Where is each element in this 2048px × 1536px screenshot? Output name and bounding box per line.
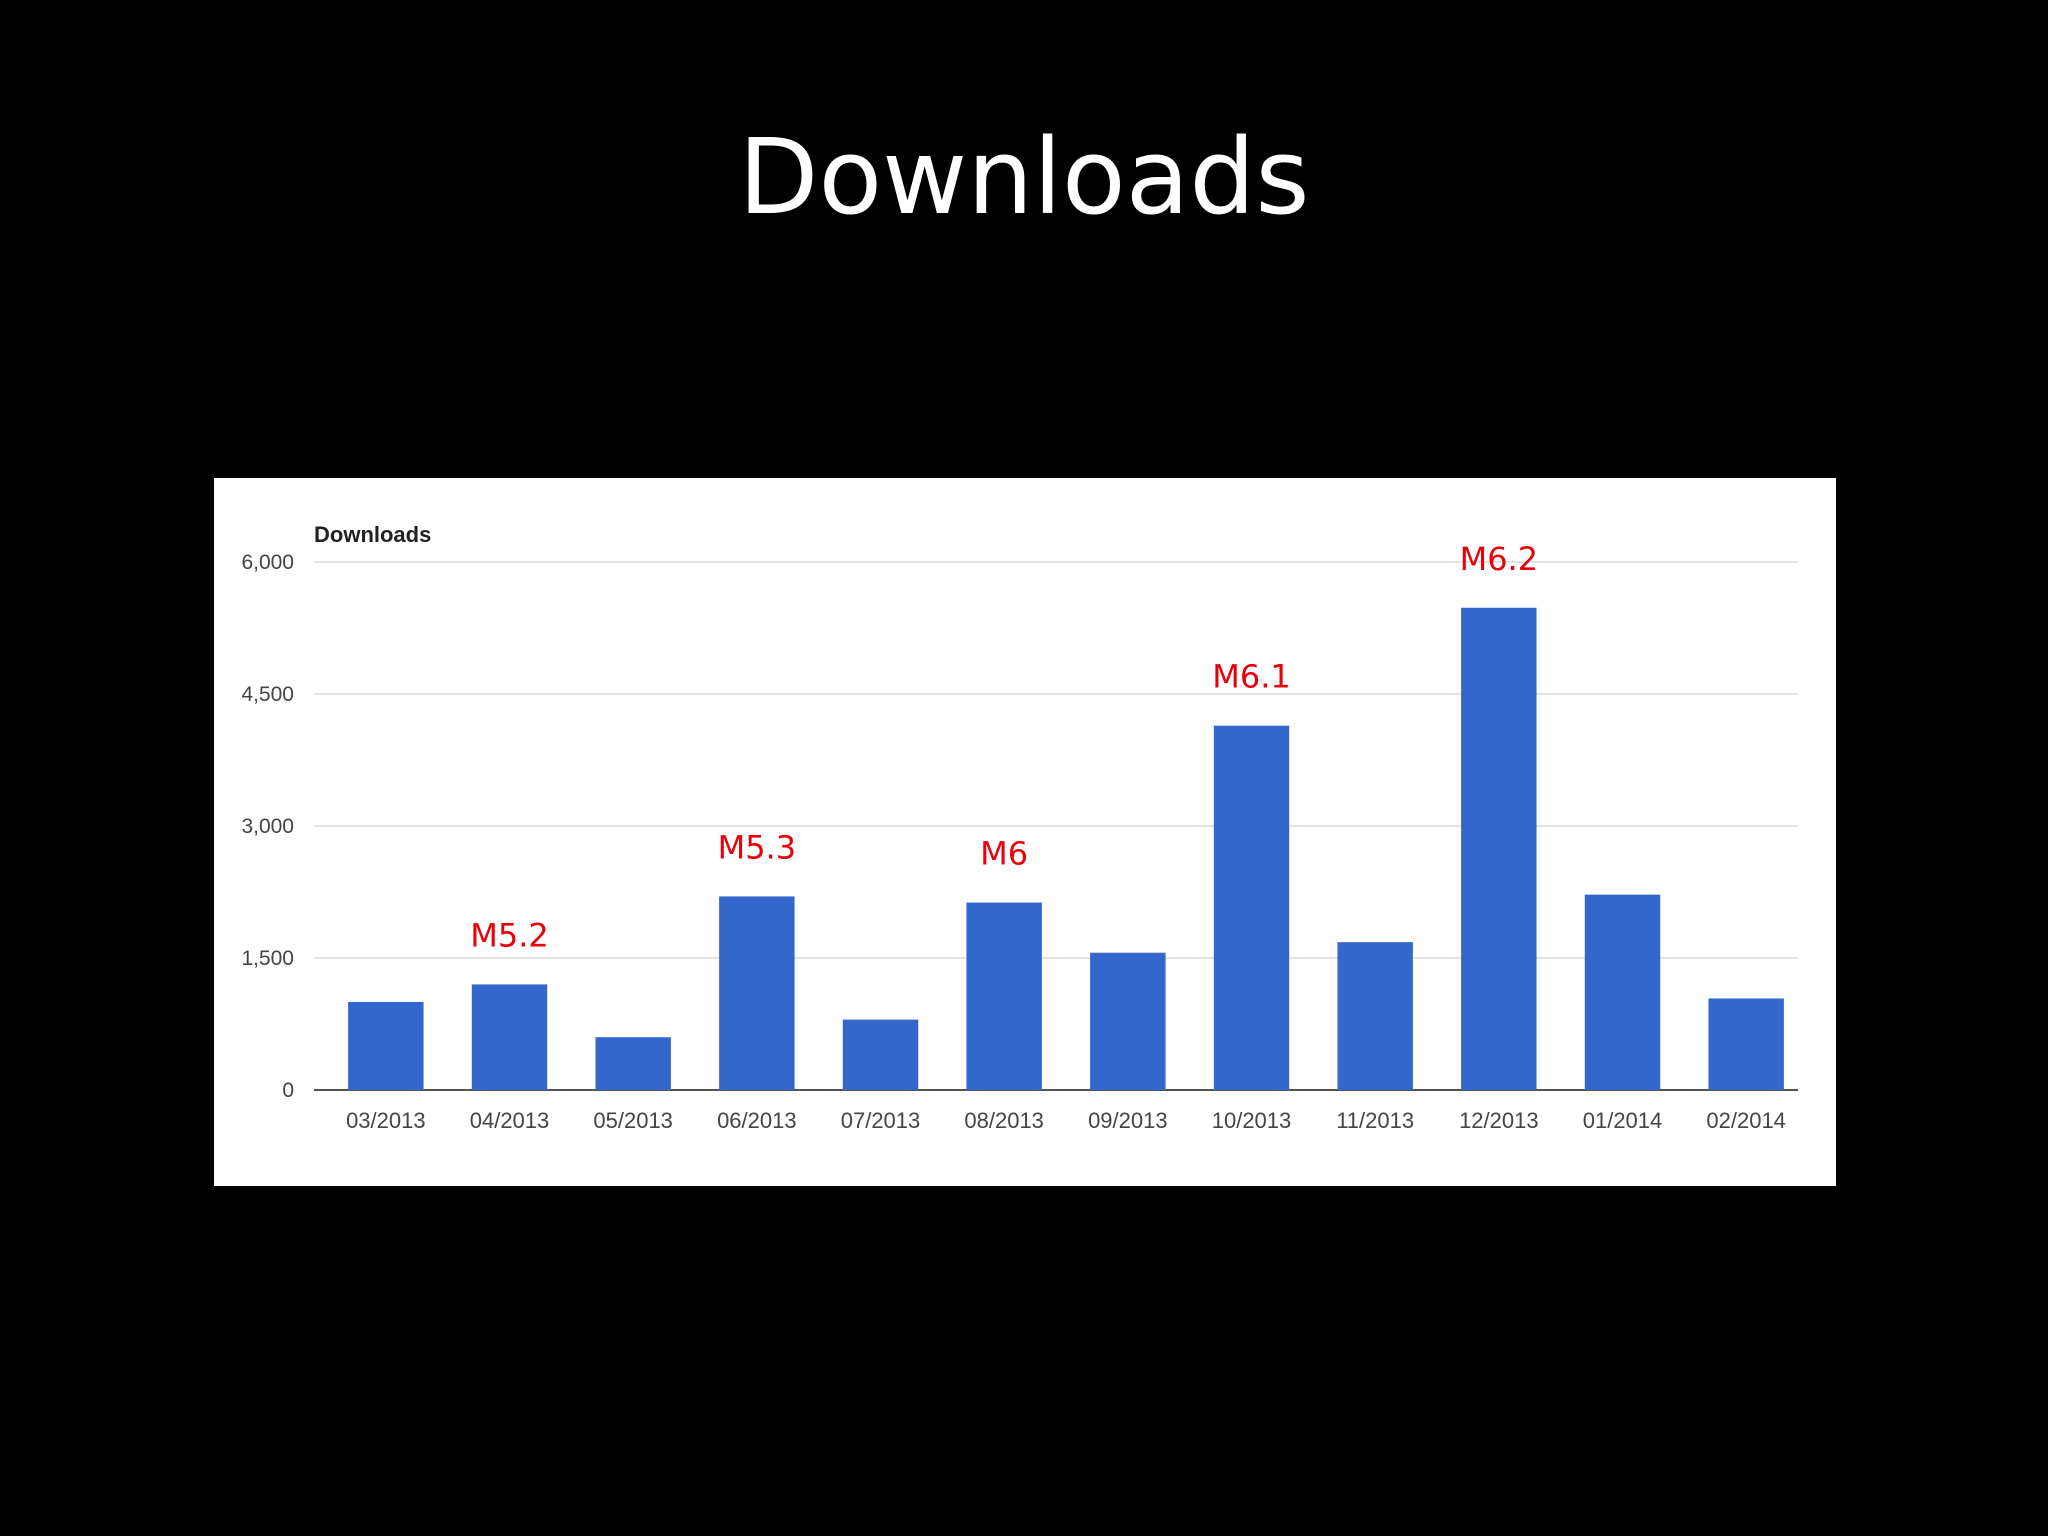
- bar: [1584, 894, 1661, 1090]
- bar: [1461, 607, 1537, 1090]
- bar: [719, 896, 795, 1090]
- release-annotation: M5.2: [470, 916, 549, 954]
- bar: [1708, 998, 1784, 1090]
- release-annotation: M6: [980, 835, 1028, 873]
- y-tick-label: 6,000: [241, 551, 294, 574]
- x-tick-label: 01/2014: [1583, 1108, 1663, 1133]
- bar: [595, 1037, 671, 1090]
- x-tick-label: 07/2013: [841, 1108, 921, 1133]
- y-tick-label: 3,000: [241, 815, 294, 838]
- release-annotation: M5.3: [718, 828, 797, 866]
- y-tick-label: 4,500: [241, 683, 294, 706]
- x-tick-label: 11/2013: [1336, 1108, 1414, 1133]
- x-tick-label: 06/2013: [717, 1108, 797, 1133]
- release-annotation: M6.1: [1212, 658, 1291, 696]
- x-tick-label: 03/2013: [346, 1108, 426, 1133]
- bar: [1337, 942, 1413, 1090]
- chart-title: Downloads: [314, 522, 431, 547]
- x-tick-label: 09/2013: [1088, 1108, 1168, 1133]
- slide-title: Downloads: [738, 116, 1310, 238]
- x-tick-label: 08/2013: [964, 1108, 1044, 1133]
- bar: [348, 1002, 424, 1090]
- y-tick-label: 0: [282, 1079, 294, 1102]
- x-tick-label: 12/2013: [1459, 1108, 1539, 1133]
- x-tick-label: 02/2014: [1706, 1108, 1786, 1133]
- release-annotation: M6.2: [1460, 540, 1539, 578]
- x-tick-label: 05/2013: [593, 1108, 673, 1133]
- x-tick-label: 10/2013: [1212, 1108, 1292, 1133]
- x-tick-label: 04/2013: [470, 1108, 550, 1133]
- bar: [1090, 952, 1166, 1090]
- bar: [966, 902, 1042, 1090]
- chart-panel: Downloads 0 1,500 3,000 4,500 6,000 03/2013 04/…: [214, 478, 1836, 1186]
- bar: [1213, 725, 1290, 1090]
- bar: [471, 984, 548, 1090]
- y-tick-label: 1,500: [241, 947, 294, 970]
- downloads-bar-chart: Downloads 0 1,500 3,000 4,500 6,000 03/2013 04/…: [241, 522, 1798, 1133]
- bar: [842, 1019, 919, 1090]
